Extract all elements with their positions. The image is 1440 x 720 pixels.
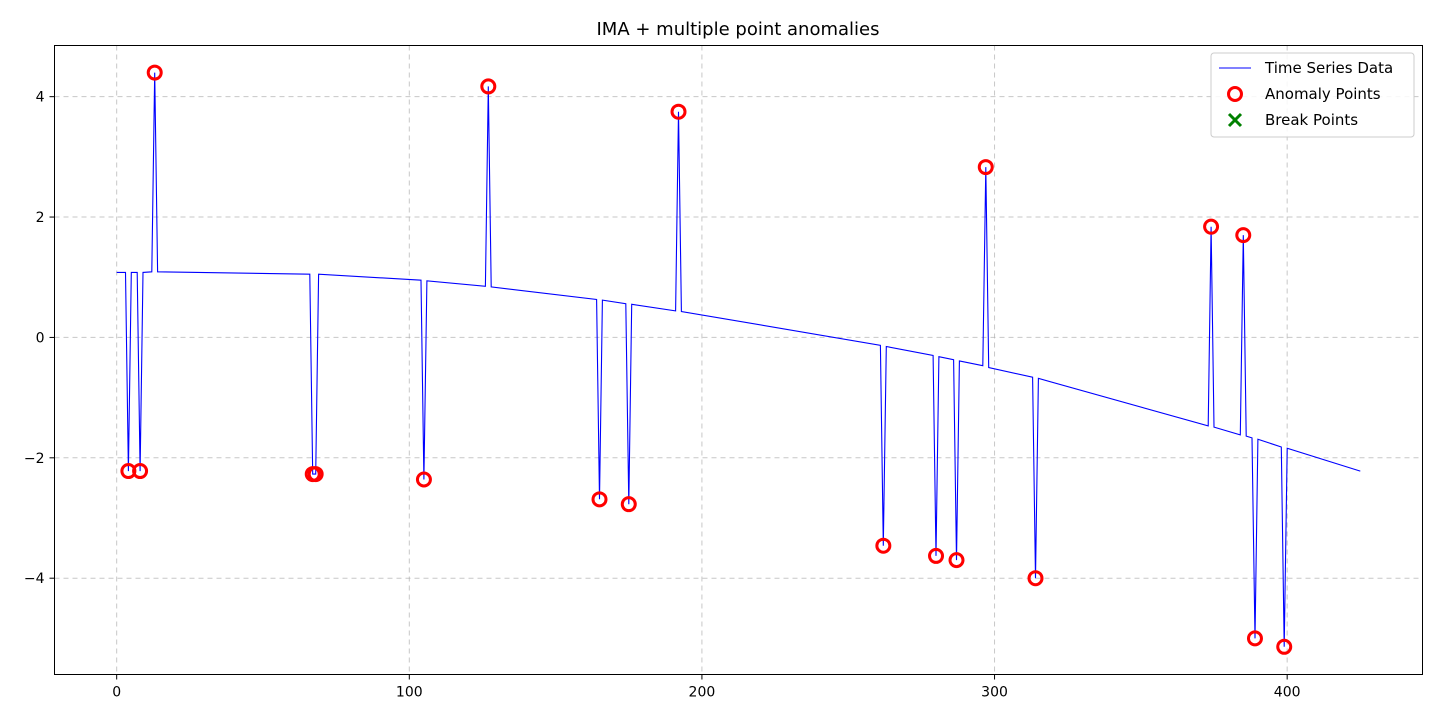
- anomaly-point: [415, 471, 432, 488]
- anomaly-point: [948, 552, 965, 569]
- legend-x-swatch: [1227, 112, 1243, 128]
- series-line-time-series-data: [116, 72, 1361, 647]
- legend-label: Anomaly Points: [1265, 85, 1381, 103]
- x-tick-label: 400: [1274, 685, 1301, 701]
- legend: Time Series Data Anomaly Points Break Poin…: [1210, 52, 1415, 138]
- anomaly-point: [480, 78, 497, 95]
- anomaly-point: [132, 463, 149, 480]
- series-layer: [116, 64, 1361, 655]
- x-tick-label: 300: [981, 685, 1008, 701]
- legend-circle-swatch: [1227, 86, 1243, 102]
- x-tick-label: 100: [396, 685, 423, 701]
- anomaly-point: [977, 159, 994, 176]
- y-tick-label: 4: [36, 90, 45, 106]
- anomaly-point: [307, 466, 324, 483]
- x-tick-label: 200: [689, 685, 716, 701]
- anomaly-point: [591, 491, 608, 508]
- anomaly-point: [1276, 638, 1293, 655]
- axis-ticks: 0 100 200 300 400 −4 −2 0 2 4: [24, 90, 1301, 701]
- anomaly-point: [670, 103, 687, 120]
- legend-box: [1210, 52, 1415, 138]
- legend-label: Time Series Data: [1264, 59, 1393, 77]
- anomaly-point: [875, 537, 892, 554]
- legend-label: Break Points: [1265, 111, 1358, 129]
- anomaly-point: [146, 64, 163, 81]
- anomaly-point: [1246, 630, 1263, 647]
- anomaly-point: [928, 547, 945, 564]
- y-tick-label: 0: [36, 330, 45, 346]
- x-tick-label: 0: [112, 685, 121, 701]
- plot-frame: [54, 45, 1423, 675]
- anomaly-point: [1235, 227, 1252, 244]
- anomaly-point: [1203, 218, 1220, 235]
- y-tick-label: −2: [24, 451, 45, 467]
- anomaly-point: [620, 496, 637, 513]
- y-tick-label: −4: [24, 571, 45, 587]
- y-tick-label: 2: [36, 210, 45, 226]
- grid-lines: [54, 45, 1423, 675]
- chart-title: IMA + multiple point anomalies: [597, 19, 880, 40]
- anomaly-point: [1027, 570, 1044, 587]
